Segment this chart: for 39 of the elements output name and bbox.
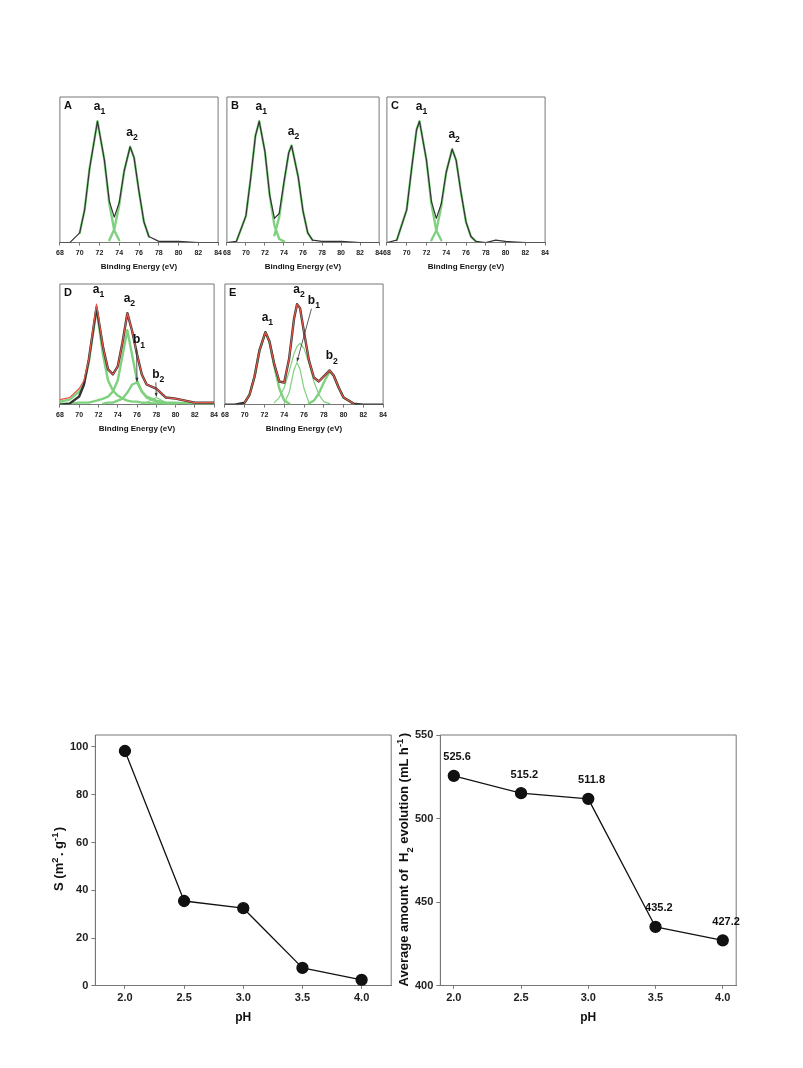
x-tick-label: 2.5 <box>513 991 529 1004</box>
y-tick-label: 550 <box>414 728 434 741</box>
chart-title: C <box>390 99 399 111</box>
data-label: 427.2 <box>712 914 740 927</box>
y-tick-label: 500 <box>414 811 434 824</box>
chart-title: A <box>63 99 72 111</box>
y-tick-label: 450 <box>414 895 434 908</box>
x-tick-label: 3.0 <box>235 991 251 1004</box>
data-label: 525.6 <box>443 750 471 763</box>
x-axis-title: Binding Energy (eV) <box>98 424 176 433</box>
chart-title: B <box>230 99 239 111</box>
y-tick-label: 20 <box>76 931 89 944</box>
x-tick-label: 2.0 <box>117 991 133 1004</box>
chart-title: E <box>228 286 237 298</box>
y-axis-title: S (m2. g-1) <box>49 826 66 891</box>
x-tick-label: 3.0 <box>580 991 596 1004</box>
data-label: 511.8 <box>578 773 606 786</box>
x-axis-title: pH <box>235 1010 252 1024</box>
x-axis-title: Binding Energy (eV) <box>265 424 343 433</box>
x-axis-title: Binding Energy (eV) <box>427 262 505 271</box>
x-tick-label: 4.0 <box>715 991 731 1004</box>
y-tick-label: 60 <box>76 835 89 848</box>
chart-title: D <box>63 286 72 298</box>
x-axis-title: Binding Energy (eV) <box>100 262 178 271</box>
y-axis-title: Average amount of H2 evolution (mL h-1) <box>394 732 415 987</box>
y-tick-label: 100 <box>69 739 89 752</box>
x-tick-label: 3.5 <box>647 991 664 1004</box>
x-axis-title: Binding Energy (eV) <box>264 262 342 271</box>
x-tick-label: 2.0 <box>446 991 462 1004</box>
y-tick-label: 0 <box>82 978 89 991</box>
y-tick-label: 400 <box>414 978 434 991</box>
data-label: 515.2 <box>510 767 539 780</box>
x-tick-label: 2.5 <box>176 991 192 1004</box>
y-tick-label: 40 <box>76 883 89 896</box>
y-tick-label: 80 <box>76 787 89 800</box>
x-tick-label: 3.5 <box>294 991 311 1004</box>
data-label: 435.2 <box>645 901 673 914</box>
x-axis-title: pH <box>580 1010 597 1024</box>
x-tick-label: 4.0 <box>353 991 370 1004</box>
